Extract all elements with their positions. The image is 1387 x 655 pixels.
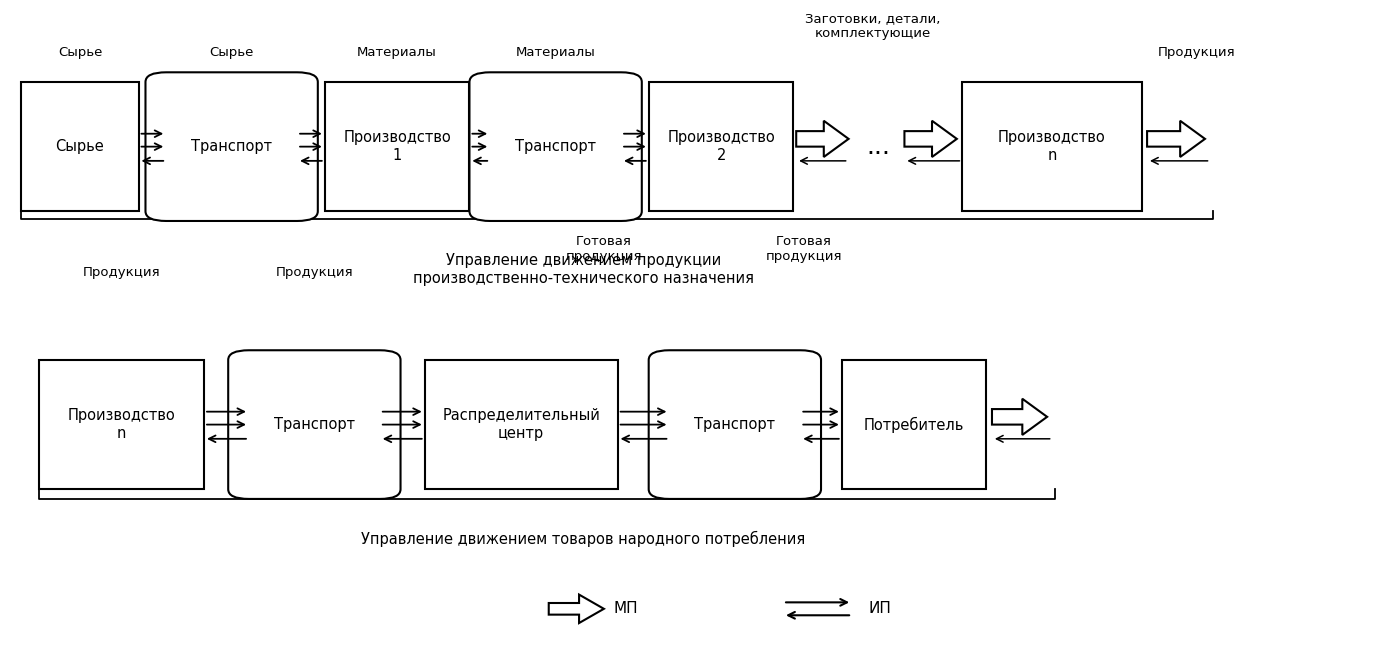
FancyBboxPatch shape: [21, 82, 139, 212]
Text: МП: МП: [613, 601, 638, 616]
Text: Продукция: Продукция: [1158, 47, 1236, 60]
Text: Заготовки, детали,
комплектующие: Заготовки, детали, комплектующие: [804, 12, 940, 40]
Polygon shape: [549, 595, 603, 623]
FancyBboxPatch shape: [963, 82, 1142, 212]
FancyBboxPatch shape: [649, 350, 821, 499]
Text: Материалы: Материалы: [516, 47, 595, 60]
Text: Производство
n: Производство n: [999, 130, 1105, 163]
Text: Сырье: Сырье: [58, 47, 103, 60]
FancyBboxPatch shape: [39, 360, 204, 489]
Polygon shape: [1147, 121, 1205, 157]
Text: Сырье: Сырье: [209, 47, 254, 60]
Text: Материалы: Материалы: [358, 47, 437, 60]
FancyBboxPatch shape: [842, 360, 986, 489]
Text: Продукция: Продукция: [276, 266, 354, 279]
Text: Производство
1: Производство 1: [343, 130, 451, 163]
Text: Сырье: Сырье: [55, 139, 104, 154]
Text: Производство
2: Производство 2: [667, 130, 775, 163]
Text: Управление движением продукции
производственно-технического назначения: Управление движением продукции производс…: [413, 253, 753, 286]
Text: Готовая
продукция: Готовая продукция: [566, 235, 642, 263]
Polygon shape: [904, 121, 957, 157]
Text: Потребитель: Потребитель: [864, 417, 964, 433]
Text: Готовая
продукция: Готовая продукция: [766, 235, 842, 263]
Text: Продукция: Продукция: [83, 266, 160, 279]
Polygon shape: [796, 121, 849, 157]
Text: Транспорт: Транспорт: [273, 417, 355, 432]
Text: Транспорт: Транспорт: [695, 417, 775, 432]
Text: ...: ...: [865, 135, 890, 159]
FancyBboxPatch shape: [469, 72, 642, 221]
Text: Распределительный
центр: Распределительный центр: [442, 408, 601, 441]
Text: ИП: ИП: [868, 601, 892, 616]
FancyBboxPatch shape: [325, 82, 469, 212]
FancyBboxPatch shape: [146, 72, 318, 221]
FancyBboxPatch shape: [649, 82, 793, 212]
Text: Транспорт: Транспорт: [191, 139, 272, 154]
Text: Транспорт: Транспорт: [515, 139, 596, 154]
Text: Управление движением товаров народного потребления: Управление движением товаров народного п…: [361, 531, 806, 548]
Text: Производство
n: Производство n: [68, 408, 175, 441]
FancyBboxPatch shape: [229, 350, 401, 499]
Polygon shape: [992, 399, 1047, 435]
FancyBboxPatch shape: [424, 360, 617, 489]
